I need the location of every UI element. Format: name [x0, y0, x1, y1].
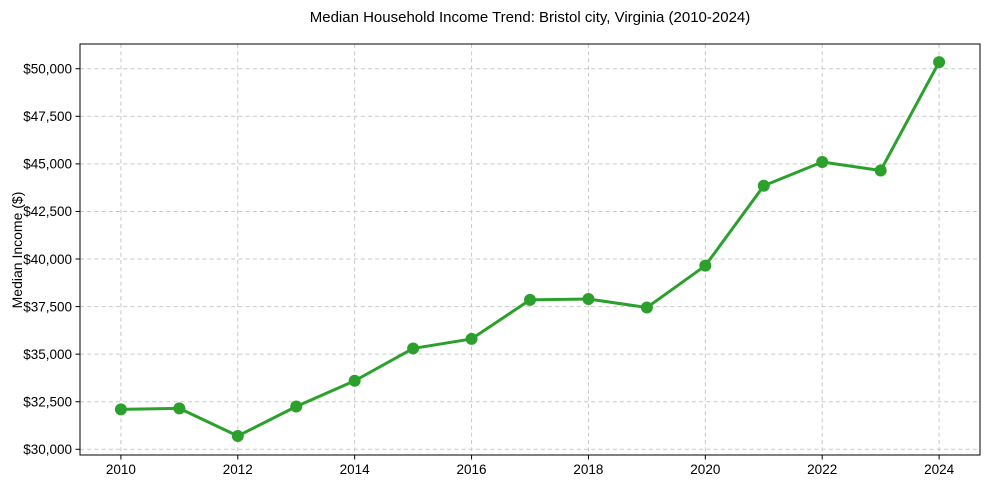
- income-series-layer: [114, 56, 946, 442]
- data-point-2015: [407, 342, 420, 355]
- x-tick-label: 2016: [457, 462, 487, 477]
- axis-ticks-layer: [75, 68, 940, 460]
- x-tick-label: 2014: [340, 462, 371, 477]
- data-point-2014: [348, 374, 361, 387]
- y-tick-label: $35,000: [23, 347, 72, 362]
- x-tick-label: 2020: [690, 462, 720, 477]
- data-point-2011: [173, 402, 186, 415]
- gridlines-layer: [80, 44, 980, 455]
- data-point-2018: [582, 292, 595, 305]
- y-tick-label: $30,000: [23, 442, 72, 457]
- data-point-2021: [757, 179, 770, 192]
- x-tick-label: 2024: [924, 462, 955, 477]
- data-point-2010: [114, 403, 127, 416]
- y-tick-label: $40,000: [23, 252, 72, 267]
- axis-labels-layer: $30,000 $32,500 $35,000 $37,500 $40,000 $42,5…: [23, 62, 954, 477]
- data-point-2024: [933, 56, 946, 69]
- plot-area-border: [79, 43, 981, 456]
- x-tick-label: 2012: [223, 462, 253, 477]
- income-trend-line: [119, 60, 941, 438]
- data-point-2019: [640, 301, 653, 314]
- data-point-2023: [874, 164, 887, 177]
- y-tick-label: $50,000: [23, 62, 72, 77]
- data-point-2020: [699, 259, 712, 272]
- y-tick-label: $47,500: [23, 109, 72, 124]
- data-point-2013: [290, 400, 303, 413]
- x-tick-label: 2022: [807, 462, 837, 477]
- data-point-2017: [524, 293, 536, 306]
- x-tick-label: 2018: [573, 462, 603, 477]
- y-tick-label: $37,500: [23, 299, 72, 314]
- x-tick-label: 2010: [106, 462, 136, 477]
- data-point-2012: [231, 429, 244, 442]
- y-axis-title: Median Income ($): [9, 192, 25, 309]
- chart-title: Median Household Income Trend: Bristol c…: [310, 9, 751, 26]
- y-tick-label: $42,500: [23, 204, 72, 219]
- y-tick-label: $45,000: [23, 157, 72, 172]
- y-tick-label: $32,500: [23, 395, 72, 410]
- data-point-2022: [816, 155, 829, 168]
- data-point-2016: [465, 332, 478, 345]
